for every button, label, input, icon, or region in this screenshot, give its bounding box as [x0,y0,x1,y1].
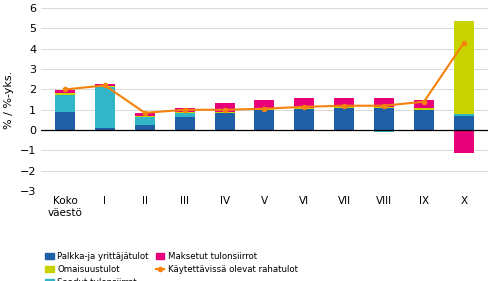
Bar [135,125,155,130]
Bar [175,112,195,113]
Bar [215,112,235,113]
Bar [215,113,235,130]
Bar [414,100,434,108]
Bar [374,130,394,132]
Bar [254,100,275,109]
Bar [175,117,195,130]
Bar [294,108,314,109]
Bar [454,114,474,116]
Bar [55,112,75,130]
Bar [334,98,354,107]
Bar [334,107,354,108]
Bar [294,98,314,108]
Bar [374,98,394,107]
Bar [414,108,434,110]
Bar [95,87,115,128]
Bar [454,130,474,153]
Bar [294,109,314,130]
Bar [135,113,155,116]
Bar [254,110,275,130]
Bar [135,117,155,125]
Bar [334,108,354,130]
Legend: Palkka-ja yrittäjätulot, Omaisuustulot, Saadut tulonsiirrot, Maksetut tulonsiirr: Palkka-ja yrittäjätulot, Omaisuustulot, … [45,252,298,281]
Bar [414,110,434,130]
Bar [55,90,75,92]
Bar [374,107,394,108]
Bar [175,113,195,117]
Bar [254,109,275,110]
Bar [95,84,115,87]
Bar [135,116,155,117]
Bar [175,108,195,112]
Bar [95,128,115,130]
Bar [374,108,394,130]
Bar [215,103,235,112]
Bar [55,94,75,112]
Y-axis label: % / %-yks.: % / %-yks. [4,71,14,129]
Bar [454,116,474,130]
Bar [454,21,474,114]
Bar [55,92,75,94]
